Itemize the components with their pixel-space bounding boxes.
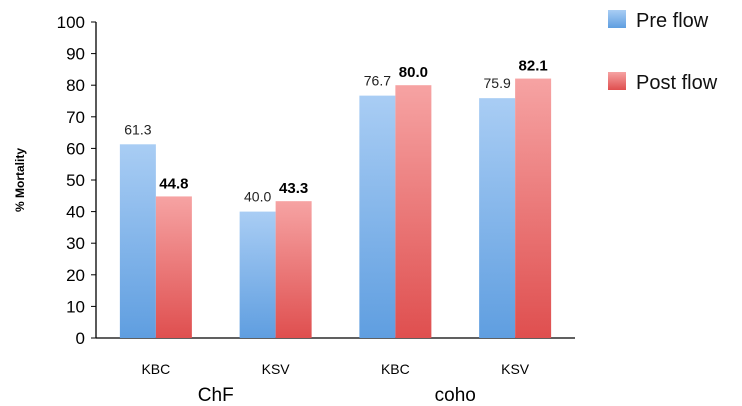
bar-post-flow [395,85,432,338]
y-tick-label: 60 [66,139,85,158]
bar-post-flow [515,78,552,339]
bars [119,78,552,339]
labels: 61.3 44.8 KBC 40.0 43.3 KSV 76.7 80.0 KBC 75.9 82.… [124,58,547,406]
legend: Pre flow Post flow [608,10,718,94]
bar-pre-flow [359,95,396,339]
data-label-pre-flow: 76.7 [364,73,391,89]
y-tick-label: 10 [66,297,85,316]
bar-post-flow [275,201,312,338]
axes: 0 10 20 30 40 50 60 70 80 90 100 % Mortality [13,13,575,348]
x-category-label: KBC [141,361,170,377]
data-label-post-flow: 82.1 [519,58,548,75]
bar-pre-flow [119,144,156,338]
data-label-post-flow: 44.8 [159,175,188,192]
x-group-label: coho [435,385,476,406]
legend-post-flow-swatch [608,72,626,90]
y-tick-label: 30 [66,234,85,253]
bar-pre-flow [239,211,276,338]
y-tick-label: 0 [76,329,85,348]
y-tick-label: 50 [66,171,85,190]
y-axis-title: % Mortality [13,148,27,212]
y-tick-label: 100 [57,13,85,32]
y-tick-label: 80 [66,76,85,95]
y-tick-label: 90 [66,45,85,64]
data-label-pre-flow: 40.0 [244,189,271,205]
y-tick-label: 70 [66,108,85,127]
legend-post-flow-label: Post flow [636,72,718,94]
x-group-label: ChF [198,385,234,406]
x-category-label: KSV [501,361,530,377]
data-label-post-flow: 43.3 [279,180,308,197]
y-tick-label: 40 [66,203,85,222]
bar-post-flow [155,196,192,338]
bar-pre-flow [479,98,516,338]
data-label-pre-flow: 75.9 [484,75,511,91]
x-category-label: KSV [262,361,291,377]
legend-pre-flow-swatch [608,10,626,28]
y-tick-label: 20 [66,266,85,285]
data-label-pre-flow: 61.3 [124,121,151,137]
data-label-post-flow: 80.0 [399,64,428,81]
x-category-label: KBC [381,361,410,377]
legend-pre-flow-label: Pre flow [636,10,709,32]
